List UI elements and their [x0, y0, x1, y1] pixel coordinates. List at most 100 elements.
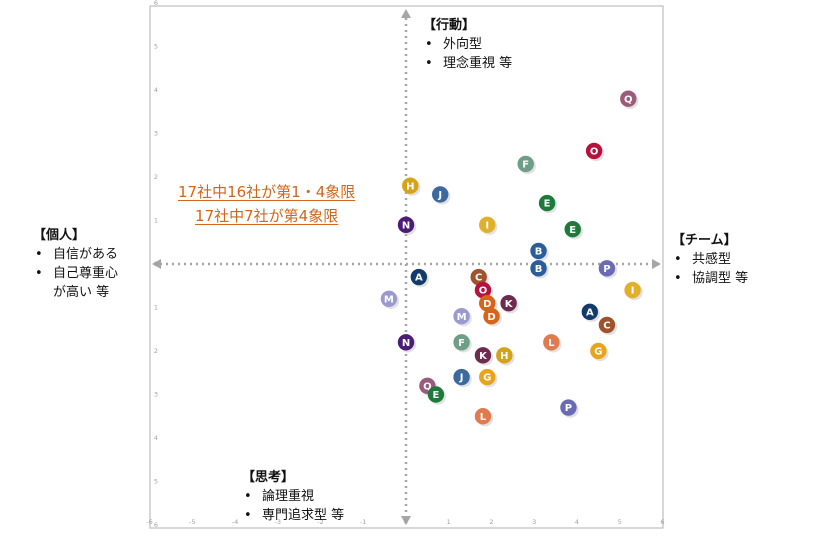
data-point-k: K: [500, 294, 519, 314]
quadrant-right-item: 共感型: [672, 250, 748, 269]
data-point-j: J: [432, 186, 451, 205]
data-point-label: K: [505, 299, 514, 310]
y-tick-label: 4: [154, 86, 158, 94]
callout-line-1: 17社中16社が第1・4象限: [178, 183, 356, 201]
data-point-label: B: [535, 247, 543, 258]
data-point-label: O: [590, 147, 599, 158]
data-point-i: I: [624, 281, 643, 301]
data-point-label: I: [631, 286, 635, 297]
y-tick-label: 1: [154, 304, 158, 312]
data-point-label: P: [565, 403, 572, 414]
x-tick-label: 0: [404, 518, 408, 526]
data-point-h: H: [496, 347, 515, 366]
data-point-h: H: [402, 177, 421, 196]
x-tick-label: -5: [189, 518, 195, 526]
data-point-f: F: [453, 334, 472, 353]
data-point-d: D: [483, 308, 502, 327]
y-tick-label: 1: [154, 217, 158, 225]
quadrant-top-label: 【行動】 外向型 理念重視 等: [423, 16, 512, 73]
data-point-label: N: [402, 220, 410, 231]
x-tick-label: 2: [489, 518, 493, 526]
x-axis-arrow-left: [152, 259, 161, 269]
quadrant-top-item: 理念重視 等: [423, 54, 512, 73]
x-tick-label: 6: [660, 518, 664, 526]
data-point-label: I: [485, 220, 489, 231]
data-point-q: Q: [620, 90, 639, 109]
data-point-label: L: [548, 338, 555, 349]
data-point-label: K: [479, 351, 488, 362]
data-point-label: P: [603, 264, 610, 275]
x-tick-label: 5: [618, 518, 622, 526]
x-tick-label: -1: [360, 518, 366, 526]
data-point-label: A: [415, 273, 423, 284]
data-point-label: M: [457, 312, 467, 323]
data-point-label: B: [535, 264, 543, 275]
axes: [152, 9, 661, 525]
data-point-m: M: [380, 290, 400, 309]
y-tick-label: 5: [154, 478, 158, 486]
quadrant-left-title: 【個人】: [33, 228, 86, 243]
y-tick-label: 0: [154, 260, 158, 268]
y-tick-label: 2: [154, 347, 158, 355]
data-point-label: E: [433, 390, 440, 401]
data-point-i: I: [479, 216, 498, 236]
quadrant-right-label: 【チーム】 共感型 協調型 等: [672, 231, 748, 288]
y-tick-label: 6: [154, 0, 158, 7]
data-point-label: G: [594, 347, 602, 358]
data-point-p: P: [598, 260, 618, 279]
data-point-a: A: [410, 268, 430, 288]
x-tick-label: 4: [575, 518, 579, 526]
data-point-n: N: [397, 216, 417, 236]
y-axis-arrow-top: [401, 9, 411, 18]
data-point-l: L: [474, 408, 494, 427]
quadrant-left-item: 自己尊重心 が高い 等: [33, 264, 148, 302]
data-point-label: Q: [423, 381, 432, 392]
data-point-l: L: [543, 334, 562, 353]
y-tick-label: 6: [154, 521, 158, 529]
data-point-label: C: [603, 321, 610, 332]
data-point-label: E: [569, 225, 576, 236]
quadrant-left-label: 【個人】 自信がある 自己尊重心 が高い 等: [33, 226, 148, 302]
data-point-label: Q: [624, 94, 633, 105]
x-tick-label: -4: [232, 518, 238, 526]
data-point-label: G: [483, 373, 491, 384]
callout-line-2: 17社中7社が第4象限: [195, 207, 339, 225]
data-point-c: C: [598, 316, 618, 336]
data-point-label: J: [437, 190, 442, 201]
x-tick-label: -6: [146, 518, 152, 526]
data-point-j: J: [453, 368, 472, 388]
data-point-label: H: [406, 181, 414, 192]
data-point-m: M: [453, 308, 472, 327]
data-point-f: F: [517, 155, 536, 175]
quadrant-left-item: 自信がある: [33, 245, 148, 264]
x-axis-arrow-right: [652, 259, 661, 269]
data-point-label: F: [522, 160, 529, 171]
data-point-d: D: [479, 294, 498, 314]
data-point-label: A: [586, 307, 594, 318]
data-point-label: D: [483, 299, 491, 310]
plot-frame: [149, 5, 664, 529]
quadrant-top-item: 外向型: [423, 35, 512, 54]
data-point-e: E: [564, 221, 583, 240]
data-point-k: K: [474, 347, 494, 366]
y-tick-label: 4: [154, 434, 158, 442]
data-point-label: F: [458, 338, 465, 349]
quadrant-top-title: 【行動】: [423, 18, 476, 33]
data-point-n: N: [397, 334, 417, 353]
x-tick-label: 1: [447, 518, 451, 526]
data-point-label: L: [480, 412, 487, 423]
data-point-b: B: [530, 260, 549, 279]
data-point-p: P: [560, 399, 579, 418]
y-tick-label: 5: [154, 43, 158, 51]
data-point-e: E: [538, 194, 558, 214]
data-point-e: E: [427, 386, 447, 405]
data-point-g: G: [479, 368, 498, 388]
highlight-callout: 17社中16社が第1・4象限 17社中7社が第4象限: [178, 180, 355, 228]
y-tick-label: 3: [154, 391, 158, 399]
quadrant-right-item: 協調型 等: [672, 269, 748, 288]
data-point-label: H: [500, 351, 508, 362]
data-point-label: C: [475, 273, 482, 284]
data-point-label: N: [402, 338, 410, 349]
x-tick-label: 3: [532, 518, 536, 526]
